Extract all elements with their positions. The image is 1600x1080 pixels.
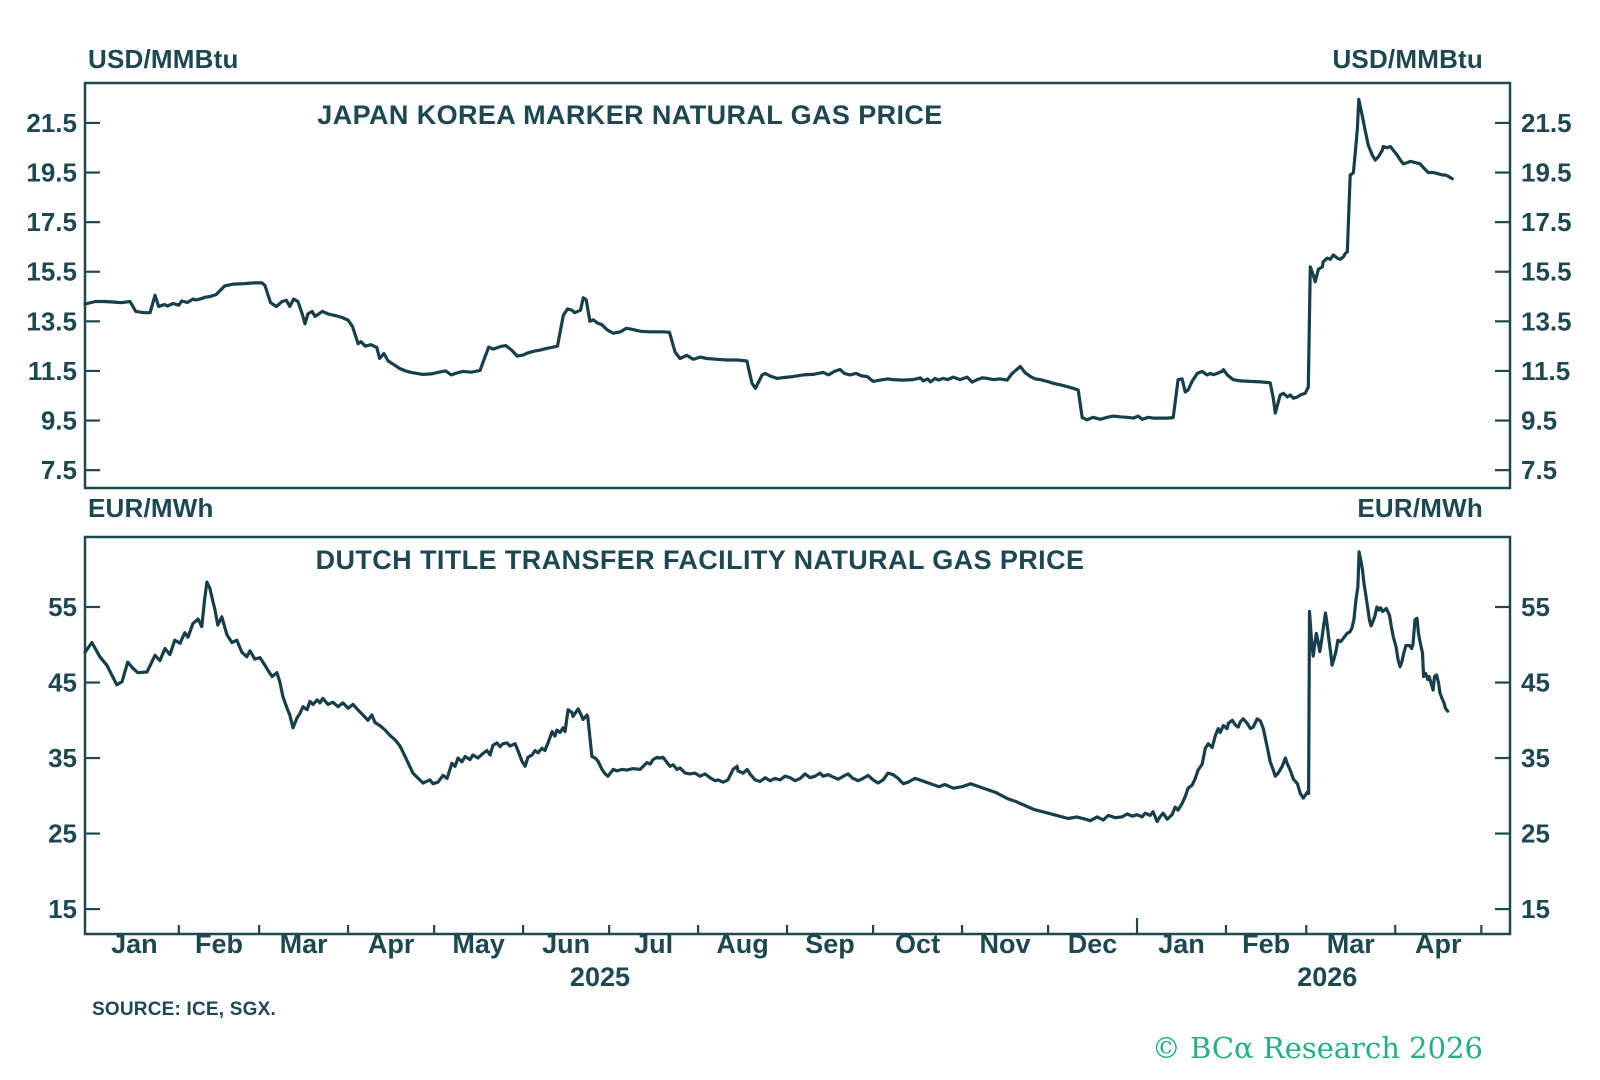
bottom-panel-left-unit-label: EUR/MWh [88,493,214,523]
x-month-label: Mar [1327,929,1376,959]
x-month-label: Apr [1415,929,1462,959]
y-tick-label-left: 25 [48,819,77,849]
x-month-label: Jan [1158,929,1205,959]
jkm-chart-title: JAPAN KOREA MARKER NATURAL GAS PRICE [317,100,943,130]
y-tick-label-right: 55 [1521,592,1550,622]
x-month-label: Nov [980,929,1031,959]
panel-border-1 [83,535,1512,936]
ttf-chart-title: DUTCH TITLE TRANSFER FACILITY NATURAL GA… [315,545,1085,575]
y-tick-label-right: 17.5 [1521,207,1572,237]
bottom-panel-right-unit-label: EUR/MWh [1357,493,1483,523]
x-month-label: Jan [111,929,158,959]
y-tick-label-right: 13.5 [1521,306,1572,336]
x-month-label: Oct [895,929,940,959]
x-month-label: Jul [634,929,673,959]
x-year-label: 2026 [1297,962,1357,992]
panel-border-0 [83,81,1512,490]
x-month-label: Feb [195,929,243,959]
y-tick-label-right: 45 [1521,668,1550,698]
y-tick-label-left: 11.5 [28,356,77,386]
x-month-label: Mar [280,929,329,959]
top-panel-right-unit-label: USD/MMBtu [1332,44,1483,74]
y-tick-label-left: 13.5 [26,306,77,336]
y-tick-label-left: 7.5 [41,455,77,485]
y-tick-label-left: 15.5 [26,257,77,287]
top-panel-left-unit-label: USD/MMBtu [88,44,239,74]
y-tick-label-left: 21.5 [26,108,77,138]
y-tick-label-left: 55 [48,592,77,622]
x-year-label: 2025 [570,962,630,992]
x-month-label: Feb [1242,929,1290,959]
x-month-label: Sep [805,929,855,959]
y-tick-label-right: 21.5 [1521,108,1572,138]
x-month-label: May [452,929,505,959]
y-tick-label-left: 35 [48,743,77,773]
y-tick-label-right: 7.5 [1521,455,1557,485]
y-tick-label-left: 45 [48,668,77,698]
x-month-label: Dec [1068,929,1118,959]
ttf-price-line [83,550,1450,824]
bca-research-logo: © BCα Research 2026 [1151,1031,1483,1065]
y-tick-label-left: 15 [48,894,77,924]
source-note: SOURCE: ICE, SGX. [92,999,276,1020]
y-tick-label-left: 19.5 [26,158,77,188]
y-tick-label-right: 15.5 [1521,257,1572,287]
y-tick-label-right: 9.5 [1521,406,1557,436]
y-tick-label-right: 11.5 [1521,356,1570,386]
x-month-label: Apr [368,929,415,959]
y-tick-label-right: 25 [1521,819,1550,849]
x-month-label: Aug [716,929,768,959]
y-tick-label-left: 17.5 [26,207,77,237]
x-month-label: Jun [542,929,590,959]
jkm-price-line [83,97,1454,422]
y-tick-label-right: 35 [1521,743,1550,773]
y-tick-label-right: 19.5 [1521,158,1572,188]
y-tick-label-right: 15 [1521,894,1550,924]
y-tick-label-left: 9.5 [41,406,77,436]
